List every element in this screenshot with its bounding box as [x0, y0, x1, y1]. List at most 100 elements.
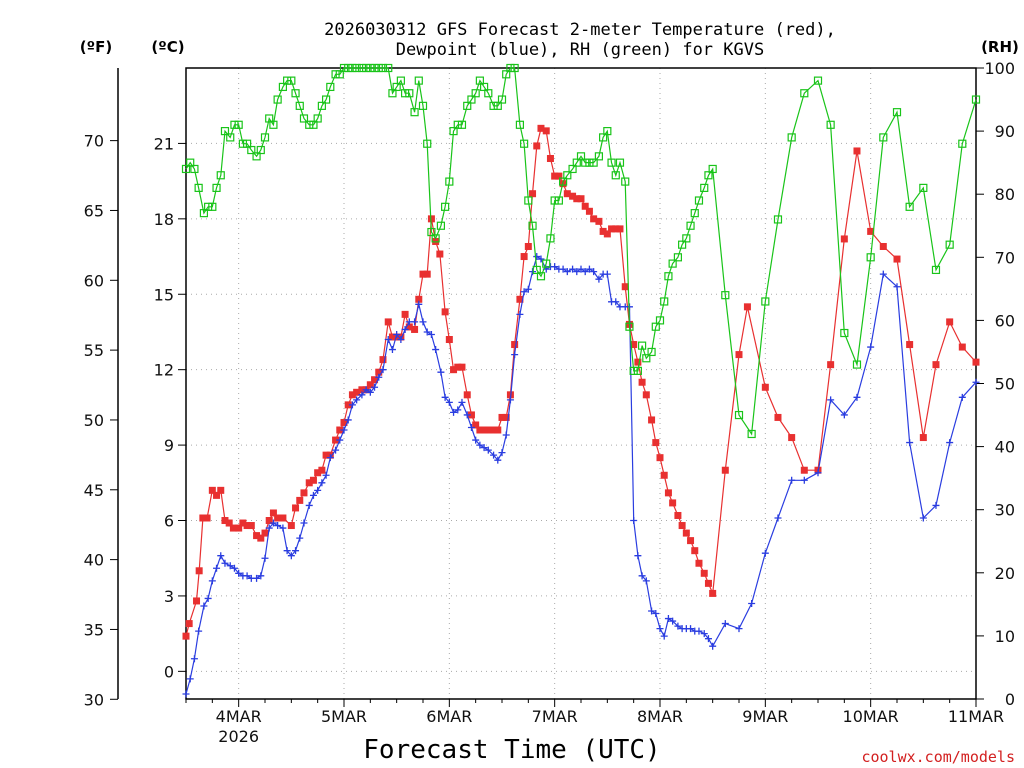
- celsius-tick-label: 12: [154, 361, 174, 380]
- temperature-point: [292, 504, 300, 512]
- rh-point: [335, 70, 344, 79]
- temperature-point: [450, 366, 458, 374]
- temperature-point: [599, 227, 607, 235]
- rh-point: [410, 108, 419, 117]
- rh-point: [278, 82, 288, 92]
- rh-point: [629, 366, 638, 375]
- temperature-point: [788, 434, 796, 442]
- dewpoint-point: [287, 552, 295, 560]
- dewpoint-point: [906, 439, 914, 447]
- rh-point: [388, 89, 397, 98]
- rh-point: [309, 120, 318, 129]
- temperature-point: [946, 318, 954, 326]
- rh-point: [611, 171, 620, 180]
- rh-point: [594, 152, 604, 161]
- dewpoint-point: [344, 416, 352, 424]
- temperature-point: [669, 499, 677, 507]
- dewpoint-point: [292, 547, 300, 555]
- temperature-point: [638, 378, 646, 386]
- chart-title-line1: 2026030312 GFS Forecast 2-meter Temperat…: [324, 20, 836, 40]
- rh-point: [305, 120, 314, 129]
- rh-point: [813, 76, 823, 85]
- temperature-point: [405, 323, 413, 331]
- rh-point: [291, 89, 300, 98]
- rh-point: [761, 297, 770, 306]
- rh-point: [194, 183, 203, 192]
- temperature-point: [225, 519, 233, 527]
- rh-point: [905, 202, 914, 211]
- rh-point: [721, 291, 730, 300]
- rh-point: [212, 183, 221, 192]
- temperature-point: [423, 270, 431, 278]
- rh-point: [694, 196, 704, 205]
- temperature-point: [322, 451, 330, 459]
- rh-point: [550, 196, 559, 205]
- temperature-point: [569, 192, 577, 200]
- temperature-point: [375, 368, 383, 376]
- temperature-point: [340, 418, 348, 426]
- dewpoint-point: [467, 423, 475, 431]
- dewpoint-point: [669, 617, 677, 625]
- dewpoint-point: [524, 285, 532, 293]
- rh-point: [331, 70, 340, 79]
- dewpoint-point: [261, 554, 269, 562]
- rh-point: [321, 95, 331, 104]
- dewpoint-point: [235, 569, 243, 577]
- dewpoint-point: [577, 265, 585, 273]
- dewpoint-point: [296, 534, 304, 542]
- temperature-point: [419, 270, 427, 278]
- dewpoint-point: [656, 625, 664, 633]
- temperature-point: [336, 426, 344, 434]
- dewpoint-point: [472, 436, 480, 444]
- dewpoint-point: [375, 373, 383, 381]
- temperature-point: [436, 250, 444, 258]
- rh-point: [392, 82, 401, 92]
- dewpoint-point: [932, 501, 940, 509]
- fahrenheit-tick-label: 40: [84, 551, 104, 570]
- rh-point: [357, 63, 367, 73]
- temperature-point: [279, 514, 287, 522]
- temperature-point: [208, 486, 216, 494]
- dewpoint-point: [265, 524, 273, 532]
- dewpoint-point: [437, 368, 445, 376]
- temperature-point: [612, 225, 620, 233]
- rh-tick-label: 10: [995, 627, 1015, 646]
- temperature-point: [840, 235, 848, 243]
- temperature-point: [314, 469, 322, 477]
- rh-point: [366, 63, 375, 73]
- temperature-point: [243, 522, 251, 530]
- celsius-tick-label: 9: [164, 436, 174, 455]
- dewpoint-point: [853, 393, 861, 401]
- dewpoint-point: [279, 524, 287, 532]
- dewpoint-point: [893, 283, 901, 291]
- temperature-point: [195, 567, 203, 575]
- temperature-point: [919, 434, 927, 442]
- dewpoint-point: [401, 325, 409, 333]
- temperature-point: [441, 308, 449, 316]
- temperature-point: [502, 413, 510, 421]
- rh-point: [423, 139, 432, 148]
- rh-tick-label: 30: [995, 501, 1015, 520]
- dewpoint-point: [314, 486, 322, 494]
- rh-point: [234, 120, 243, 129]
- temperature-point: [257, 534, 265, 542]
- dewpoint-point: [581, 268, 589, 276]
- rh-point: [265, 114, 274, 123]
- temperature-point: [467, 411, 475, 419]
- temperature-point: [529, 190, 537, 198]
- temperature-point: [621, 283, 629, 291]
- dewpoint-point: [634, 552, 642, 560]
- rh-point: [339, 63, 349, 73]
- dewpoint-point: [300, 519, 308, 527]
- rh-point: [607, 158, 616, 167]
- temperature-point: [664, 489, 672, 497]
- temperature-point: [401, 310, 409, 318]
- rh-point: [453, 120, 462, 129]
- dewpoint-point: [840, 411, 848, 419]
- dewpoint-point: [217, 552, 225, 560]
- fahrenheit-tick-label: 45: [84, 481, 104, 500]
- temperature-point: [454, 363, 462, 371]
- temperature-point: [542, 127, 550, 135]
- temperature-point: [300, 489, 308, 497]
